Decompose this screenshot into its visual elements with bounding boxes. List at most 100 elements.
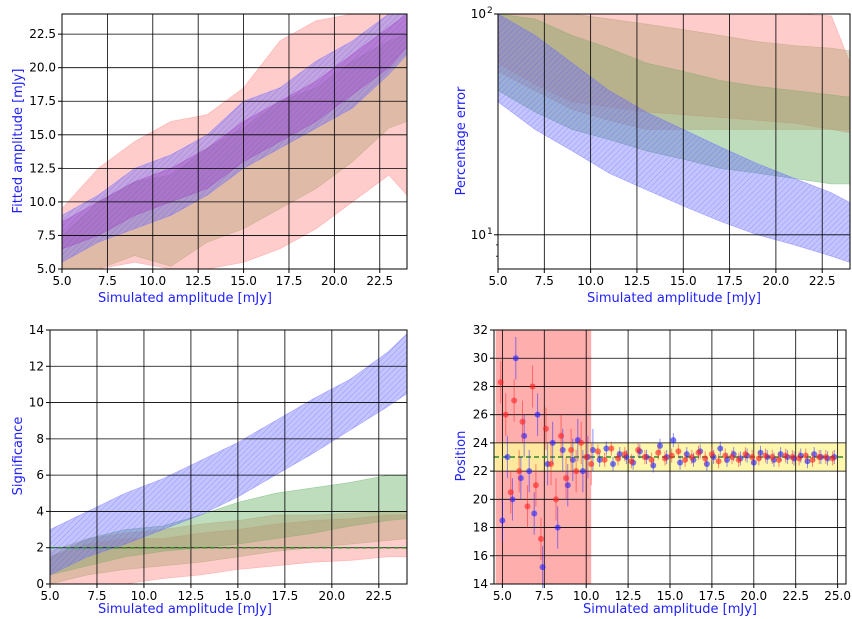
data-point — [668, 452, 675, 459]
x-tick-label: 22.5 — [782, 589, 809, 603]
data-point — [789, 454, 796, 460]
y-tick-label: 5.0 — [37, 262, 56, 276]
band-blue-hatch — [62, 14, 407, 263]
data-point — [628, 458, 635, 465]
data-point — [578, 439, 585, 446]
data-point — [742, 451, 749, 458]
data-point — [775, 456, 782, 463]
x-tick-label: 10.0 — [131, 589, 158, 603]
data-point — [675, 448, 682, 455]
y-tick-label: 20 — [473, 492, 488, 506]
data-point — [695, 449, 702, 456]
x-tick-label: 17.5 — [272, 589, 299, 603]
y-tick-label: 26 — [473, 408, 488, 422]
x-tick-label: 20.0 — [321, 274, 348, 288]
data-point — [608, 445, 615, 452]
y-tick-label: 8 — [36, 432, 44, 446]
data-point — [670, 437, 677, 444]
data-point — [610, 461, 617, 468]
x-tick-label: 12.5 — [178, 589, 205, 603]
data-point — [661, 455, 668, 462]
x-tick-label: 17.5 — [716, 274, 743, 288]
data-point — [802, 452, 809, 459]
panel-fitted-amplitude: 5.0 7.5 10.0 12.5 15.0 17.5 20.0 22.5 5.0 7.5 10.… — [11, 13, 408, 306]
data-point — [568, 446, 575, 453]
data-point — [688, 454, 695, 460]
y-tick-label: 10 — [471, 228, 486, 242]
y-tick-label: 28 — [473, 379, 488, 393]
data-point — [579, 468, 586, 475]
data-point — [677, 459, 684, 466]
y-tick-label: 10 — [471, 7, 486, 21]
plot-frame — [497, 13, 851, 270]
data-point — [749, 454, 756, 460]
data-point — [735, 456, 742, 463]
x-axis-label: Simulated amplitude [mJy] — [98, 291, 272, 306]
data-point — [583, 454, 590, 460]
data-point — [512, 355, 519, 362]
data-point — [547, 461, 554, 468]
x-tick-label: 20.0 — [740, 589, 767, 603]
data-point — [722, 452, 729, 459]
data-point — [594, 448, 601, 455]
x-tick-label: 5.0 — [40, 589, 59, 603]
y-tick-exponent: 2 — [487, 6, 493, 16]
data-point — [511, 397, 518, 404]
y-tick-label: 30 — [473, 351, 488, 365]
data-point — [524, 503, 531, 510]
x-tick-label: 10.0 — [139, 274, 166, 288]
data-point — [563, 475, 570, 482]
x-axis-label: Simulated amplitude [mJy] — [98, 602, 272, 617]
data-point — [502, 411, 509, 418]
x-tick-label: 15.0 — [670, 274, 697, 288]
x-tick-label: 5.0 — [493, 589, 512, 603]
x-tick-label: 25.0 — [824, 589, 851, 603]
data-point — [816, 454, 823, 460]
x-axis-label: Simulated amplitude [mJy] — [583, 602, 757, 617]
y-tick-label: 24 — [473, 436, 488, 450]
x-tick-label: 7.5 — [87, 589, 106, 603]
data-point — [708, 451, 715, 458]
data-point — [641, 454, 648, 460]
y-tick-label: 10.0 — [29, 195, 56, 209]
data-point — [542, 425, 549, 432]
x-tick-label: 7.5 — [98, 274, 117, 288]
data-point — [782, 452, 789, 459]
x-tick-label: 7.5 — [535, 274, 554, 288]
data-point — [558, 432, 565, 439]
y-axis-label: Fitted amplitude [mJy] — [11, 69, 26, 214]
x-tick-label: 15.0 — [225, 589, 252, 603]
y-tick-label: 15.0 — [29, 128, 56, 142]
y-tick-label: 20.0 — [29, 61, 56, 75]
data-point — [553, 496, 560, 503]
data-point — [529, 383, 536, 390]
data-point — [715, 458, 722, 465]
data-point — [796, 455, 803, 462]
x-tick-label: 12.5 — [624, 274, 651, 288]
y-tick-label: 18 — [473, 521, 488, 535]
data-point — [822, 454, 829, 460]
y-tick-label: 22 — [473, 464, 488, 478]
y-tick-label: 32 — [473, 323, 488, 337]
x-tick-label: 20.0 — [318, 589, 345, 603]
data-point — [499, 517, 506, 524]
x-tick-label: 10.0 — [573, 589, 600, 603]
data-point — [573, 468, 580, 475]
data-point — [504, 454, 511, 460]
x-tick-label: 12.5 — [615, 589, 642, 603]
plot-frame — [49, 329, 408, 585]
x-tick-label: 5.0 — [488, 274, 507, 288]
data-point — [534, 411, 541, 418]
y-tick-label: 16 — [473, 549, 488, 563]
x-tick-label: 17.5 — [699, 589, 726, 603]
y-tick-label: 10 — [29, 396, 44, 410]
x-tick-label: 22.5 — [366, 274, 393, 288]
data-point — [497, 379, 504, 386]
panel-significance: 5.0 7.5 10.0 12.5 15.0 17.5 20.0 22.5 0 2 4 6 8 10 12… — [11, 323, 408, 617]
y-tick-label: 14 — [29, 323, 44, 337]
x-tick-label: 22.5 — [809, 274, 836, 288]
data-point — [539, 564, 546, 571]
plot-frame — [61, 13, 408, 270]
data-point — [682, 456, 689, 463]
